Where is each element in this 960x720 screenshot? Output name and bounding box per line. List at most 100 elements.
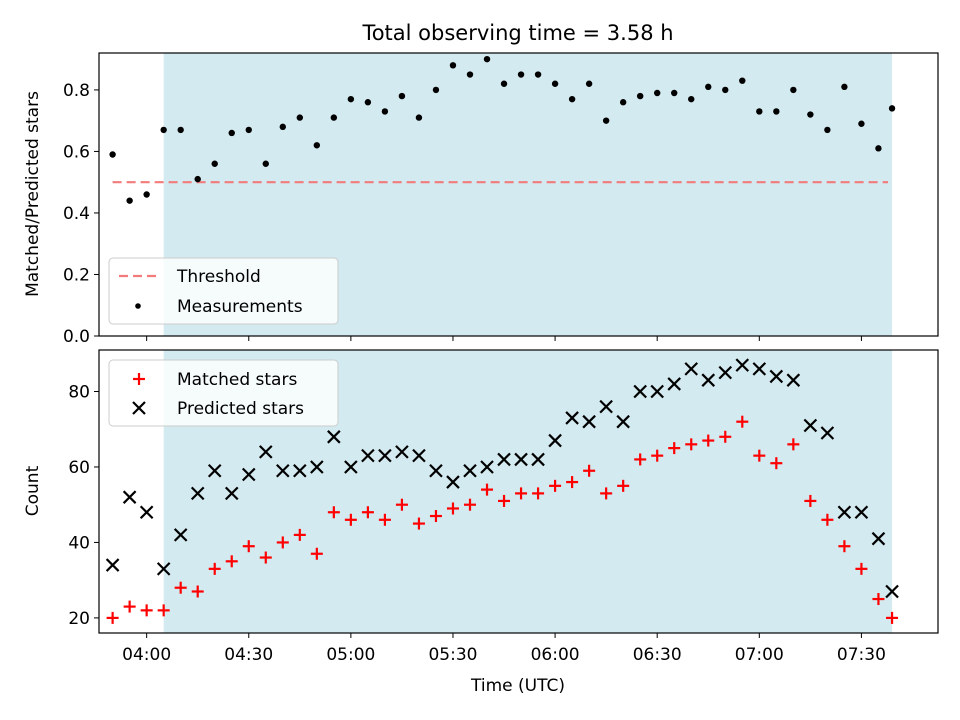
matched-star-point [532, 487, 545, 500]
matched-star-point [787, 438, 800, 451]
matched-star-point [583, 464, 596, 477]
matched-star-point [719, 430, 732, 443]
predicted-legend-label: Predicted stars [177, 399, 304, 419]
matched-star-point [566, 476, 579, 489]
measurement-point [177, 126, 184, 134]
cross-b [224, 486, 239, 501]
predicted-star-point [173, 528, 188, 542]
measurement-point [296, 114, 304, 121]
y-tick-label: 40 [68, 533, 90, 553]
cross-b [310, 460, 324, 474]
matched-star-point [753, 449, 766, 462]
cross-b [701, 373, 716, 387]
predicted-star-point [463, 463, 477, 478]
predicted-star-point [769, 369, 784, 384]
measurement-point [636, 92, 644, 100]
cross-b [497, 452, 511, 467]
predicted-star-point [752, 362, 767, 376]
predicted-star-point [735, 358, 750, 372]
measurement-point [517, 71, 525, 78]
measurement-point [194, 175, 201, 183]
top-y-axis-label: Matched/Predicted stars [23, 91, 43, 297]
measurement-point [841, 83, 848, 91]
cross-b [616, 414, 630, 429]
x-tick-label: 04:00 [122, 645, 171, 665]
measurement-point [653, 89, 661, 97]
measurement-point [705, 83, 712, 91]
predicted-star-point [378, 448, 392, 463]
measurement-point [619, 99, 627, 106]
matched-star-point [736, 415, 749, 428]
matched-star-point [446, 502, 459, 515]
predicted-star-point [514, 452, 528, 467]
legend-box [108, 257, 339, 325]
predicted-star-point [871, 531, 886, 546]
measurement-point [888, 105, 896, 112]
measurement-point [313, 142, 321, 149]
predicted-star-point [803, 418, 818, 433]
predicted-star-point [259, 445, 273, 459]
matched-star-point [208, 562, 221, 575]
cross-b [548, 433, 562, 448]
cross-b [667, 377, 681, 391]
matched-star-point [191, 585, 204, 598]
predicted-star-point [105, 558, 120, 572]
cross-b [582, 414, 596, 429]
predicted-star-point [190, 486, 205, 501]
predicted-star-point [276, 463, 290, 478]
cross-b [599, 399, 613, 414]
cross-b [650, 384, 664, 399]
measurement-point [568, 95, 576, 103]
cross-b [259, 445, 273, 459]
measurements-legend-swatch [135, 303, 141, 309]
matched-star-point [412, 517, 425, 530]
chart-title: Total observing time = 3.58 h [361, 21, 673, 45]
cross-b [207, 463, 222, 478]
measurement-point [432, 86, 440, 94]
predicted-star-point [412, 448, 426, 463]
cross-b [361, 448, 375, 463]
cross-b [803, 418, 818, 433]
predicted-star-point [207, 463, 222, 478]
matched-star-point [293, 528, 306, 541]
measurement-point [602, 117, 610, 124]
predicted-star-point [344, 460, 358, 474]
predicted-star-point [361, 448, 375, 463]
matched-star-point [140, 604, 153, 617]
cross-b [769, 369, 784, 384]
predicted-star-point [241, 467, 256, 482]
y-tick-label: 0.4 [63, 204, 90, 224]
measurement-point [875, 145, 882, 152]
matched-star-point [515, 487, 528, 500]
predicted-star-point [139, 505, 154, 520]
predicted-star-point [582, 414, 596, 429]
measurements-legend-label: Measurements [177, 297, 303, 317]
cross-b [565, 411, 579, 425]
matched-star-point [617, 479, 630, 492]
predicted-star-point [327, 430, 341, 444]
cross-b [735, 358, 750, 372]
predicted-star-point [599, 399, 613, 414]
ratio-panel: 0.0 0.2 0.4 0.6 0.8 Threshold Measurements [63, 52, 939, 347]
cross-b [463, 463, 477, 478]
cross-b [173, 528, 188, 542]
cross-b [871, 531, 886, 546]
measurement-point [415, 114, 423, 121]
measurement-point [688, 95, 695, 103]
y-tick-label: 0.0 [63, 327, 90, 347]
x-tick-label: 06:00 [531, 645, 580, 665]
matched-star-point [327, 506, 340, 519]
plot-frame [98, 52, 939, 337]
plot-frame [98, 349, 939, 634]
y-tick-label: 80 [68, 383, 90, 403]
measurement-point [279, 123, 286, 131]
cross-b [684, 362, 699, 376]
y-tick-label: 0.2 [63, 265, 90, 285]
matched-star-point [276, 536, 289, 549]
measurement-point [858, 120, 865, 127]
predicted-star-point [786, 373, 801, 387]
measurement-point [364, 99, 372, 106]
cross-b [885, 584, 899, 599]
matched-star-point [872, 593, 885, 606]
matched-star-point [225, 555, 238, 568]
